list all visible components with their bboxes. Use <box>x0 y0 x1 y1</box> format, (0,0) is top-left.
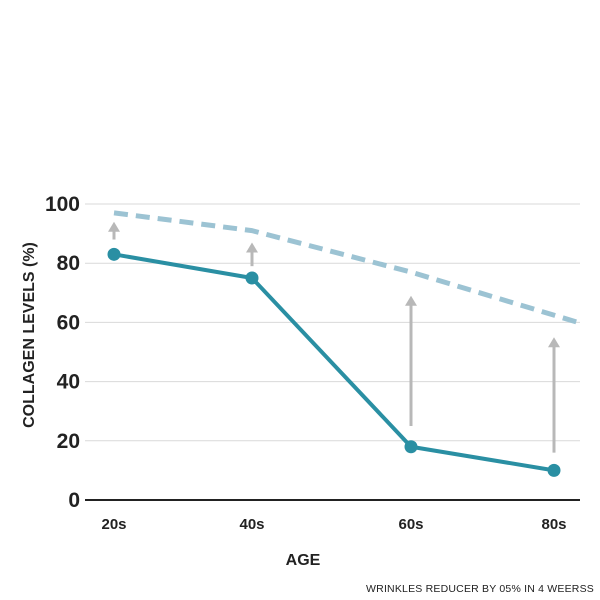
y-tick-label: 100 <box>45 193 80 216</box>
y-axis-title: COLLAGEN LEVELS (%) <box>21 242 38 428</box>
arrow-head <box>405 295 417 306</box>
y-tick-label: 80 <box>57 252 80 275</box>
y-tick-labels: 0 20 40 60 80 100 <box>45 193 80 512</box>
y-tick-label: 0 <box>68 489 80 512</box>
improvement-arrow <box>548 337 560 453</box>
arrow-head <box>246 242 258 253</box>
projected-series <box>113 210 579 325</box>
series-line <box>113 210 579 325</box>
data-point <box>245 271 259 285</box>
annotation-text: WRINKLES REDUCER BY 05% IN 4 WEERSS <box>366 583 594 595</box>
x-tick-labels: 20s 40s 60s 80s <box>101 516 566 533</box>
x-tick-label: 60s <box>398 516 423 533</box>
y-tick-label: 60 <box>57 311 80 334</box>
x-tick-label: 40s <box>239 516 264 533</box>
data-point <box>547 463 561 477</box>
y-tick-label: 20 <box>57 430 80 453</box>
y-tick-label: 40 <box>57 371 80 394</box>
improvement-arrow <box>108 221 120 240</box>
arrow-head <box>548 337 560 348</box>
data-point <box>107 247 121 261</box>
improvement-arrow <box>246 242 258 267</box>
actual-series <box>107 247 561 477</box>
x-tick-label: 20s <box>101 516 126 533</box>
series-line <box>112 252 556 473</box>
improvement-arrow <box>405 295 417 426</box>
data-series <box>107 210 579 477</box>
data-point <box>404 440 418 454</box>
gridlines <box>85 203 580 501</box>
arrow-head <box>108 221 120 232</box>
improvement-arrows <box>108 221 560 453</box>
x-axis-title: AGE <box>286 552 321 569</box>
x-tick-label: 80s <box>541 516 566 533</box>
